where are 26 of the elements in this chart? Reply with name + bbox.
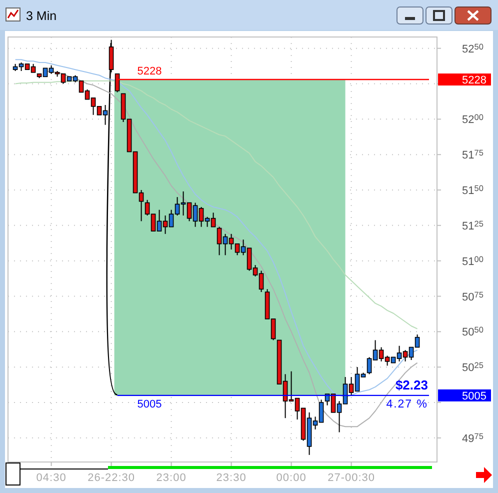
y-tick-label: 51$^{00}$ xyxy=(462,255,484,268)
y-tick-label: 51$^{50}$ xyxy=(462,184,484,197)
y-tick-label: 50$^{25}$ xyxy=(462,361,484,374)
candlestick xyxy=(108,39,114,73)
ref-line-label: 5228 xyxy=(137,66,162,78)
candlestick xyxy=(114,73,120,93)
ref-line-label: 5005 xyxy=(137,398,162,410)
y-tick-label: 49$^{75}$ xyxy=(462,432,484,445)
text: 5228 xyxy=(462,74,486,86)
x-tick-label: 04:30 xyxy=(36,472,66,484)
y-tick-label: 50$^{50}$ xyxy=(462,326,484,339)
annotation: $2.23 xyxy=(395,377,428,392)
y-tick-label: 52$^{00}$ xyxy=(462,113,484,126)
y-tick-label: 51$^{25}$ xyxy=(462,220,484,232)
x-tick-label: 23:30 xyxy=(216,472,246,484)
x-tick-label: 23:00 xyxy=(156,472,186,484)
text: 5005 xyxy=(462,390,486,402)
x-tick-label: 27-00:30 xyxy=(328,472,376,484)
x-tick-label: 26-22:30 xyxy=(88,472,136,484)
x-tick-label: 00:00 xyxy=(276,472,306,484)
y-tick-label: 52$^{50}$ xyxy=(462,42,484,56)
line-series xyxy=(14,80,418,330)
y-tick-label: 50$^{75}$ xyxy=(462,290,484,304)
y-tick-label: 51$^{75}$ xyxy=(462,148,484,162)
chart-title: 3 Min xyxy=(26,9,57,23)
annotation: 4.27 % xyxy=(386,398,428,410)
